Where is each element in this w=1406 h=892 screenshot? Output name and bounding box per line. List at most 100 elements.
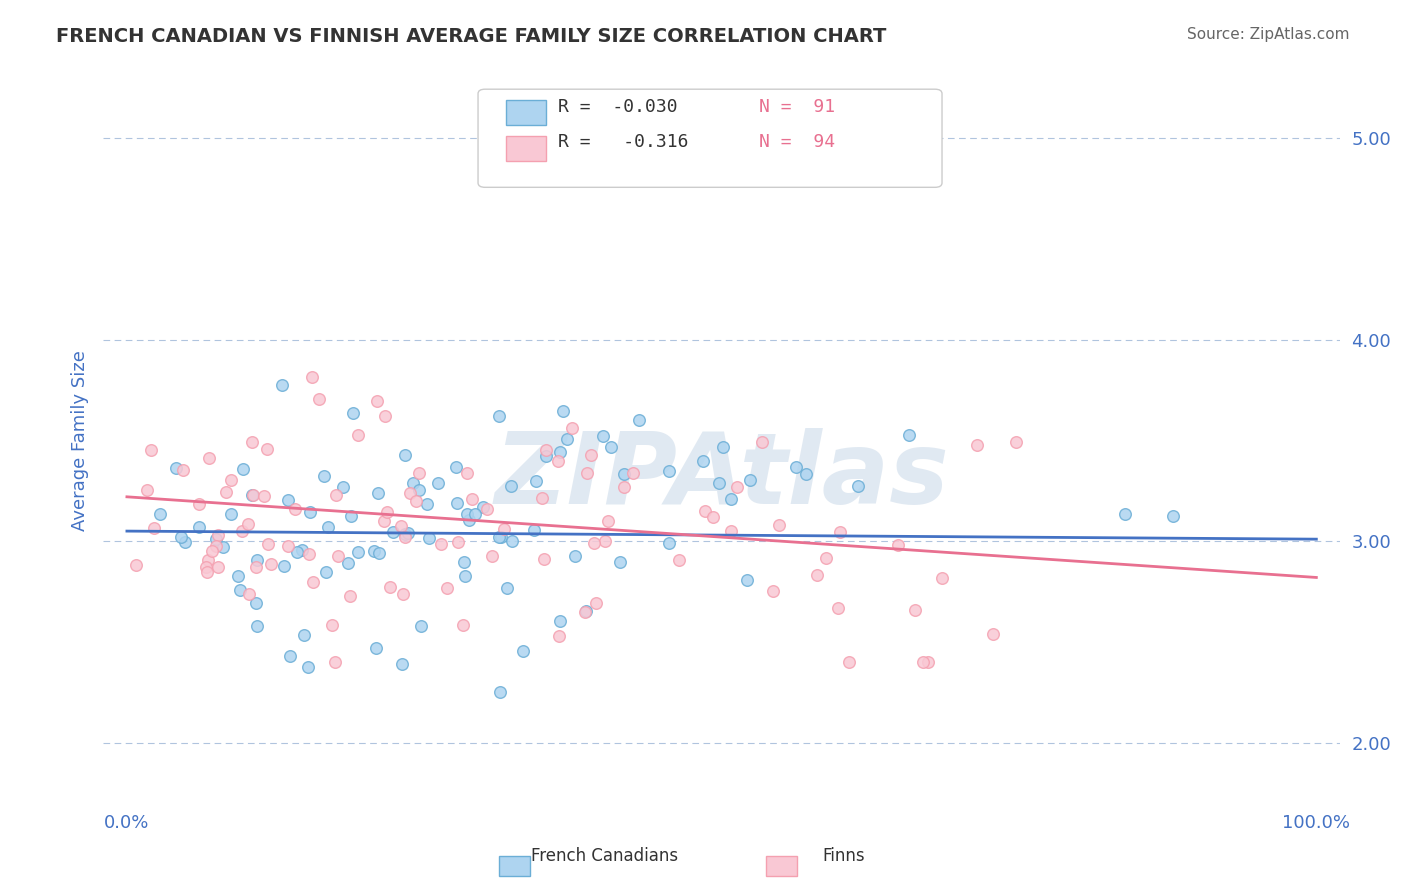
Text: Source: ZipAtlas.com: Source: ZipAtlas.com	[1187, 27, 1350, 42]
Point	[245, 596, 267, 610]
Point	[389, 519, 412, 533]
Point	[340, 508, 363, 523]
Point	[471, 500, 494, 515]
Point	[408, 483, 430, 497]
Point	[277, 539, 299, 553]
Point	[427, 475, 450, 490]
Point	[453, 555, 475, 569]
Point	[394, 526, 416, 541]
Point	[219, 473, 242, 487]
Point	[592, 429, 614, 443]
Point	[136, 483, 159, 497]
Point	[523, 524, 546, 538]
Point	[314, 469, 336, 483]
Point	[458, 513, 481, 527]
Point	[374, 409, 396, 424]
Point	[548, 445, 571, 459]
Text: R =   -0.316: R = -0.316	[558, 133, 689, 151]
Point	[221, 507, 243, 521]
Point	[308, 392, 330, 406]
Point	[291, 542, 314, 557]
Point	[436, 582, 458, 596]
Point	[785, 459, 807, 474]
Point	[363, 544, 385, 558]
Point	[257, 537, 280, 551]
Point	[534, 450, 557, 464]
Point	[416, 497, 439, 511]
Point	[501, 533, 523, 548]
Point	[574, 606, 596, 620]
Point	[575, 604, 598, 618]
Point	[342, 406, 364, 420]
Point	[315, 565, 337, 579]
Point	[301, 369, 323, 384]
Point	[238, 587, 260, 601]
Point	[725, 480, 748, 494]
Point	[720, 492, 742, 507]
Point	[454, 569, 477, 583]
Point	[346, 428, 368, 442]
Point	[827, 600, 849, 615]
Point	[240, 488, 263, 502]
Point	[613, 467, 636, 482]
Point	[593, 534, 616, 549]
Text: ZIPAtlas: ZIPAtlas	[495, 428, 949, 525]
Point	[339, 589, 361, 603]
Point	[188, 497, 211, 511]
Point	[205, 532, 228, 546]
Point	[188, 520, 211, 534]
Point	[194, 560, 217, 574]
Point	[299, 505, 322, 519]
Point	[628, 413, 651, 427]
Point	[172, 462, 194, 476]
Point	[165, 461, 187, 475]
Point	[904, 603, 927, 617]
Point	[456, 466, 478, 480]
Point	[931, 571, 953, 585]
Point	[1004, 434, 1026, 449]
Point	[751, 434, 773, 449]
Point	[174, 534, 197, 549]
Point	[1161, 509, 1184, 524]
Point	[491, 530, 513, 544]
Point	[846, 479, 869, 493]
Point	[197, 553, 219, 567]
Point	[499, 479, 522, 493]
Point	[399, 485, 422, 500]
Point	[838, 655, 860, 669]
Point	[215, 485, 238, 500]
Point	[446, 496, 468, 510]
Point	[814, 551, 837, 566]
Point	[381, 525, 404, 540]
Point	[531, 491, 554, 505]
Point	[551, 403, 574, 417]
Point	[253, 489, 276, 503]
Text: N =  91: N = 91	[759, 97, 835, 115]
Point	[408, 466, 430, 480]
Point	[375, 505, 398, 519]
Point	[226, 569, 249, 583]
Point	[548, 615, 571, 629]
Point	[475, 502, 498, 516]
Point	[292, 628, 315, 642]
Point	[394, 530, 416, 544]
Point	[418, 531, 440, 545]
Point	[720, 524, 742, 538]
Point	[966, 438, 988, 452]
Point	[277, 493, 299, 508]
Point	[668, 552, 690, 566]
Point	[693, 504, 716, 518]
Point	[898, 428, 921, 442]
Point	[711, 441, 734, 455]
Point	[548, 629, 571, 643]
Point	[488, 409, 510, 424]
Point	[707, 476, 730, 491]
Point	[364, 641, 387, 656]
Point	[125, 558, 148, 572]
Point	[142, 521, 165, 535]
Point	[245, 560, 267, 574]
Point	[270, 378, 292, 392]
Text: R =  -0.030: R = -0.030	[558, 97, 678, 115]
Point	[596, 514, 619, 528]
Point	[512, 643, 534, 657]
